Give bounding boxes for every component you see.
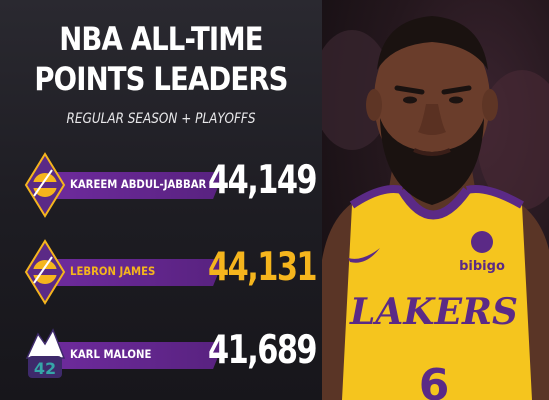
name-bar <box>42 259 224 286</box>
leader-row: LEBRON JAMES 44,131 <box>0 237 322 307</box>
name-bar <box>42 172 224 199</box>
points-value: 44,131 <box>208 245 318 290</box>
title-line-2: POINTS LEADERS <box>34 60 288 98</box>
swoosh-icon <box>348 248 380 263</box>
title-line-1: NBA ALL-TIME <box>59 20 263 58</box>
player-name: KARL MALONE <box>70 347 152 361</box>
subtitle: REGULAR SEASON + PLAYOFFS <box>66 111 256 127</box>
lakers-logo-icon <box>24 152 66 218</box>
points-value: 44,149 <box>208 158 318 203</box>
jersey-number: 6 <box>419 360 450 400</box>
leader-row: 42 KARL MALONE 41,689 <box>0 320 322 390</box>
player-name: KAREEM ABDUL-JABBAR <box>70 177 207 191</box>
player-name: LEBRON JAMES <box>70 264 156 278</box>
leader-row: KAREEM ABDUL-JABBAR 44,149 <box>0 150 322 220</box>
name-bar <box>42 342 224 369</box>
leaders-panel: NBA ALL-TIME POINTS LEADERS REGULAR SEAS… <box>0 0 322 400</box>
sponsor-text: bibigo <box>459 259 505 274</box>
points-value: 41,689 <box>208 328 318 373</box>
player-photo: LAKERS bibigo 6 <box>322 0 549 400</box>
sponsor-logo-icon <box>471 231 493 253</box>
svg-text:42: 42 <box>34 359 56 378</box>
player-illustration: LAKERS bibigo 6 <box>322 16 549 400</box>
lakers-logo-icon <box>24 239 66 305</box>
jazz-logo-icon: 42 <box>25 328 66 378</box>
jersey-wordmark: LAKERS <box>349 291 518 333</box>
